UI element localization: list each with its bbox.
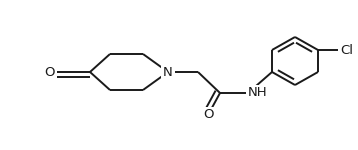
Text: NH: NH: [248, 87, 268, 99]
Text: Cl: Cl: [340, 44, 353, 57]
Text: O: O: [203, 108, 213, 122]
Text: N: N: [163, 66, 173, 78]
Text: O: O: [44, 66, 55, 78]
